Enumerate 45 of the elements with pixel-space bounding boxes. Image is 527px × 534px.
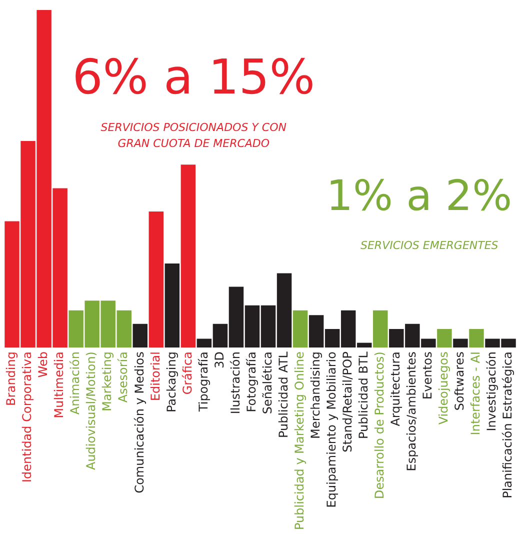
x-tick-label: Videojuegos bbox=[436, 352, 451, 425]
x-tick-label: Ilustración bbox=[228, 352, 242, 414]
bar bbox=[453, 338, 468, 348]
x-tick-label: Publicidad y Marketing Online bbox=[292, 352, 306, 530]
x-tick-label: Señalética bbox=[260, 352, 274, 414]
x-tick-label: Marketing bbox=[100, 352, 114, 412]
x-tick-label: Identidad Corporativa bbox=[20, 352, 34, 482]
x-tick-label: Equipamiento y Mobiliario bbox=[324, 352, 338, 508]
x-tick-label: Packaging bbox=[164, 352, 178, 412]
bar bbox=[132, 324, 148, 348]
x-tick-label: Softwares bbox=[452, 352, 467, 411]
x-tick-label: Stand/Retail/POP bbox=[340, 352, 354, 452]
x-tick-label: Interfaces - AI bbox=[468, 352, 483, 436]
x-tick-label: Branding bbox=[4, 352, 18, 406]
bar bbox=[437, 328, 452, 348]
bar bbox=[180, 164, 196, 348]
annotation: 1% a 2% bbox=[326, 170, 512, 220]
x-tick-label: Animación bbox=[68, 352, 82, 415]
bar bbox=[148, 211, 164, 348]
x-tick-label: Audiovisual/Motion) bbox=[84, 352, 98, 470]
x-tick-label: Investigación bbox=[484, 352, 499, 432]
x-tick-label: Espacios/ambientes bbox=[404, 352, 419, 472]
x-tick-label: Fotografía bbox=[244, 352, 258, 412]
x-tick-label: Publicidad BTL bbox=[356, 351, 370, 440]
bar bbox=[373, 310, 388, 348]
x-tick-label: Web bbox=[36, 352, 50, 378]
x-tick-label: 3D bbox=[212, 352, 226, 368]
x-tick-label: Eventos bbox=[420, 352, 435, 400]
annotation: 6% a 15% bbox=[72, 49, 316, 106]
x-tick-label: Publicidad ATL bbox=[276, 351, 290, 438]
x-tick-label: Planificación Estratégica bbox=[500, 352, 515, 498]
x-tick-label: Gráfica bbox=[180, 352, 194, 395]
bar bbox=[292, 310, 308, 348]
x-tick-label: Desarrollo de Productos) bbox=[372, 352, 387, 499]
x-tick-label: Merchandising bbox=[308, 352, 322, 439]
x-tick-label: Multimedia bbox=[52, 352, 66, 418]
x-tick-label: Asesoría bbox=[116, 352, 130, 403]
x-tick-label: Editorial bbox=[148, 352, 162, 402]
bar bbox=[164, 263, 180, 348]
x-tick-label: Arquitectura bbox=[388, 352, 403, 426]
x-tick-label: Tipografía bbox=[196, 352, 210, 413]
x-tick-label: Comunicación y Medios bbox=[132, 352, 146, 494]
bar bbox=[469, 328, 484, 348]
annotation: SERVICIOS POSICIONADOS Y CON GRAN CUOTA DE MERCADO bbox=[100, 120, 286, 150]
annotation: SERVICIOS EMERGENTES bbox=[360, 239, 498, 252]
